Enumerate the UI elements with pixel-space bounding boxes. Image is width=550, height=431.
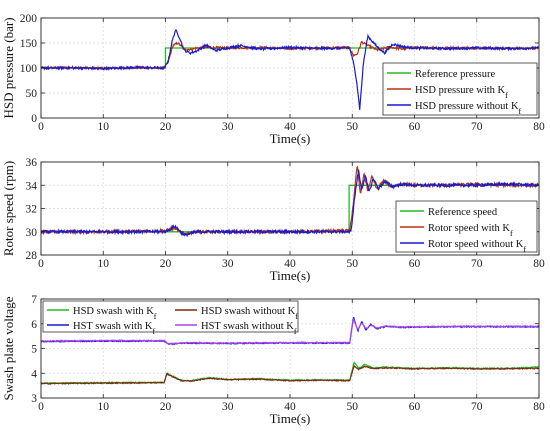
x-tick-label: 80 bbox=[533, 401, 545, 413]
x-tick-label: 10 bbox=[98, 121, 110, 133]
y-tick-label: 100 bbox=[20, 63, 38, 75]
legend-label: HSD pressure with Kf bbox=[415, 85, 508, 100]
y-tick-label: 32 bbox=[26, 204, 38, 216]
x-tick-label: 0 bbox=[38, 121, 44, 133]
x-tick-label: 0 bbox=[38, 401, 44, 413]
x-tick-label: 50 bbox=[347, 401, 359, 413]
y-axis-label: Swash plate voltage bbox=[1, 296, 16, 400]
y-tick-label: 200 bbox=[20, 13, 38, 25]
x-tick-label: 40 bbox=[284, 258, 296, 270]
y-tick-label: 36 bbox=[26, 157, 38, 169]
x-tick-label: 70 bbox=[471, 121, 483, 133]
y-tick-label: 0 bbox=[31, 113, 37, 125]
x-tick-label: 30 bbox=[222, 258, 234, 270]
legend-label: HSD pressure without Kf bbox=[415, 101, 522, 116]
y-axis-label: HSD pressure (bar) bbox=[1, 17, 16, 118]
x-tick-label: 50 bbox=[347, 258, 359, 270]
y-tick-label: 5 bbox=[31, 344, 37, 356]
x-tick-label: 70 bbox=[471, 401, 483, 413]
x-tick-label: 60 bbox=[409, 258, 421, 270]
legend-label: HST swash without Kf bbox=[201, 321, 297, 336]
x-tick-label: 20 bbox=[160, 258, 172, 270]
x-tick-label: 30 bbox=[222, 401, 234, 413]
x-tick-label: 50 bbox=[347, 121, 359, 133]
legend-label: HSD swash with Kf bbox=[73, 306, 157, 321]
x-tick-label: 70 bbox=[471, 258, 483, 270]
x-tick-label: 20 bbox=[160, 121, 172, 133]
x-tick-label: 80 bbox=[533, 121, 545, 133]
legend-label: Rotor speed with Kf bbox=[428, 223, 513, 238]
x-tick-label: 40 bbox=[284, 121, 296, 133]
series-line-3 bbox=[41, 169, 539, 238]
x-tick-label: 0 bbox=[38, 258, 44, 270]
legend-label: Reference pressure bbox=[415, 69, 495, 80]
series-line-2 bbox=[41, 364, 539, 386]
x-axis-label: Time(s) bbox=[270, 131, 311, 146]
x-tick-label: 10 bbox=[98, 401, 110, 413]
legend: Reference speed Rotor speed with KfRotor … bbox=[395, 200, 538, 254]
y-axis-label: Rotor speed (rpm) bbox=[1, 161, 16, 256]
legend: HSD swash with Kf HSD swash without KfHST… bbox=[42, 300, 299, 336]
y-tick-label: 28 bbox=[26, 250, 38, 262]
x-tick-label: 80 bbox=[533, 258, 545, 270]
x-tick-label: 20 bbox=[160, 401, 172, 413]
x-tick-label: 60 bbox=[409, 121, 421, 133]
y-tick-label: 7 bbox=[31, 294, 37, 306]
legend-label: HST swash with Kf bbox=[73, 321, 155, 336]
y-tick-label: 30 bbox=[26, 227, 38, 239]
chart-panel-3: 0 10 20 30 40 50 60 70 80 3 4 5 6 7 Time(s) Swash plate… bbox=[1, 294, 545, 426]
x-tick-label: 10 bbox=[98, 258, 110, 270]
x-tick-label: 60 bbox=[409, 401, 421, 413]
y-tick-label: 34 bbox=[26, 180, 38, 192]
x-axis-label: Time(s) bbox=[270, 411, 311, 426]
series-line-4 bbox=[41, 317, 539, 345]
y-tick-label: 4 bbox=[31, 368, 37, 380]
x-tick-label: 30 bbox=[222, 121, 234, 133]
x-tick-label: 40 bbox=[284, 401, 296, 413]
y-tick-label: 6 bbox=[31, 319, 37, 331]
y-tick-label: 50 bbox=[26, 88, 38, 100]
legend-box bbox=[42, 300, 299, 333]
y-tick-label: 150 bbox=[20, 38, 38, 50]
x-axis-label: Time(s) bbox=[270, 268, 311, 283]
legend-label: Reference speed bbox=[428, 207, 498, 218]
legend: Reference pressure HSD pressure with KfHS… bbox=[382, 62, 538, 116]
legend-label: Rotor speed without Kf bbox=[428, 239, 526, 254]
chart-panel-2: 0 10 20 30 40 50 60 70 80 28 30 32 34 36 Time(s) Rotor … bbox=[1, 157, 545, 283]
series-line-3 bbox=[41, 29, 539, 110]
legend-label: HSD swash without Kf bbox=[201, 306, 298, 321]
y-tick-label: 3 bbox=[31, 393, 37, 405]
chart-panel-1: 0 10 20 30 40 50 60 70 80 0 50 100 150 200 Time(s) HSD … bbox=[1, 13, 545, 146]
